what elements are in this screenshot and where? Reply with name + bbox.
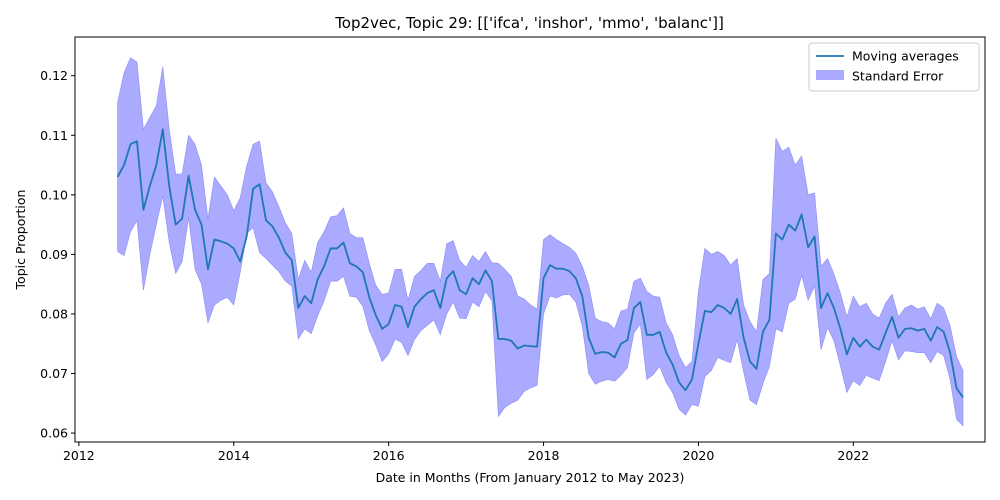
x-tick-label: 2014 [218,448,250,463]
plot-area [74,36,986,443]
legend-label-standard-error: Standard Error [852,69,944,84]
x-tick-label: 2022 [837,448,869,463]
x-tick-label: 2020 [683,448,715,463]
y-tick-label: 0.07 [40,366,68,381]
x-tick-label: 2018 [528,448,560,463]
chart-title: Top2vec, Topic 29: [['ifca', 'inshor', '… [334,14,724,32]
y-tick-label: 0.09 [40,247,68,262]
x-axis: 2012 2014 2016 2018 2020 2022 [63,442,869,463]
x-tick-label: 2012 [63,448,95,463]
y-tick-label: 0.11 [40,128,68,143]
moving-average-line [116,128,964,398]
y-tick-label: 0.12 [40,68,68,83]
y-tick-label: 0.10 [40,187,68,202]
legend-label-moving-averages: Moving averages [852,49,959,64]
x-tick-label: 2016 [373,448,405,463]
y-axis: 0.06 0.07 0.08 0.09 0.10 0.11 0.12 [40,68,75,441]
standard-error-band [117,57,964,427]
y-tick-label: 0.08 [40,306,68,321]
legend-band-swatch [816,70,844,80]
legend: Moving averages Standard Error [808,42,980,92]
x-axis-label: Date in Months (From January 2012 to May… [376,470,685,485]
y-axis-label: Topic Proportion [13,190,28,291]
plot-frame [74,36,986,443]
legend-box [808,42,980,92]
y-tick-label: 0.06 [40,426,68,441]
